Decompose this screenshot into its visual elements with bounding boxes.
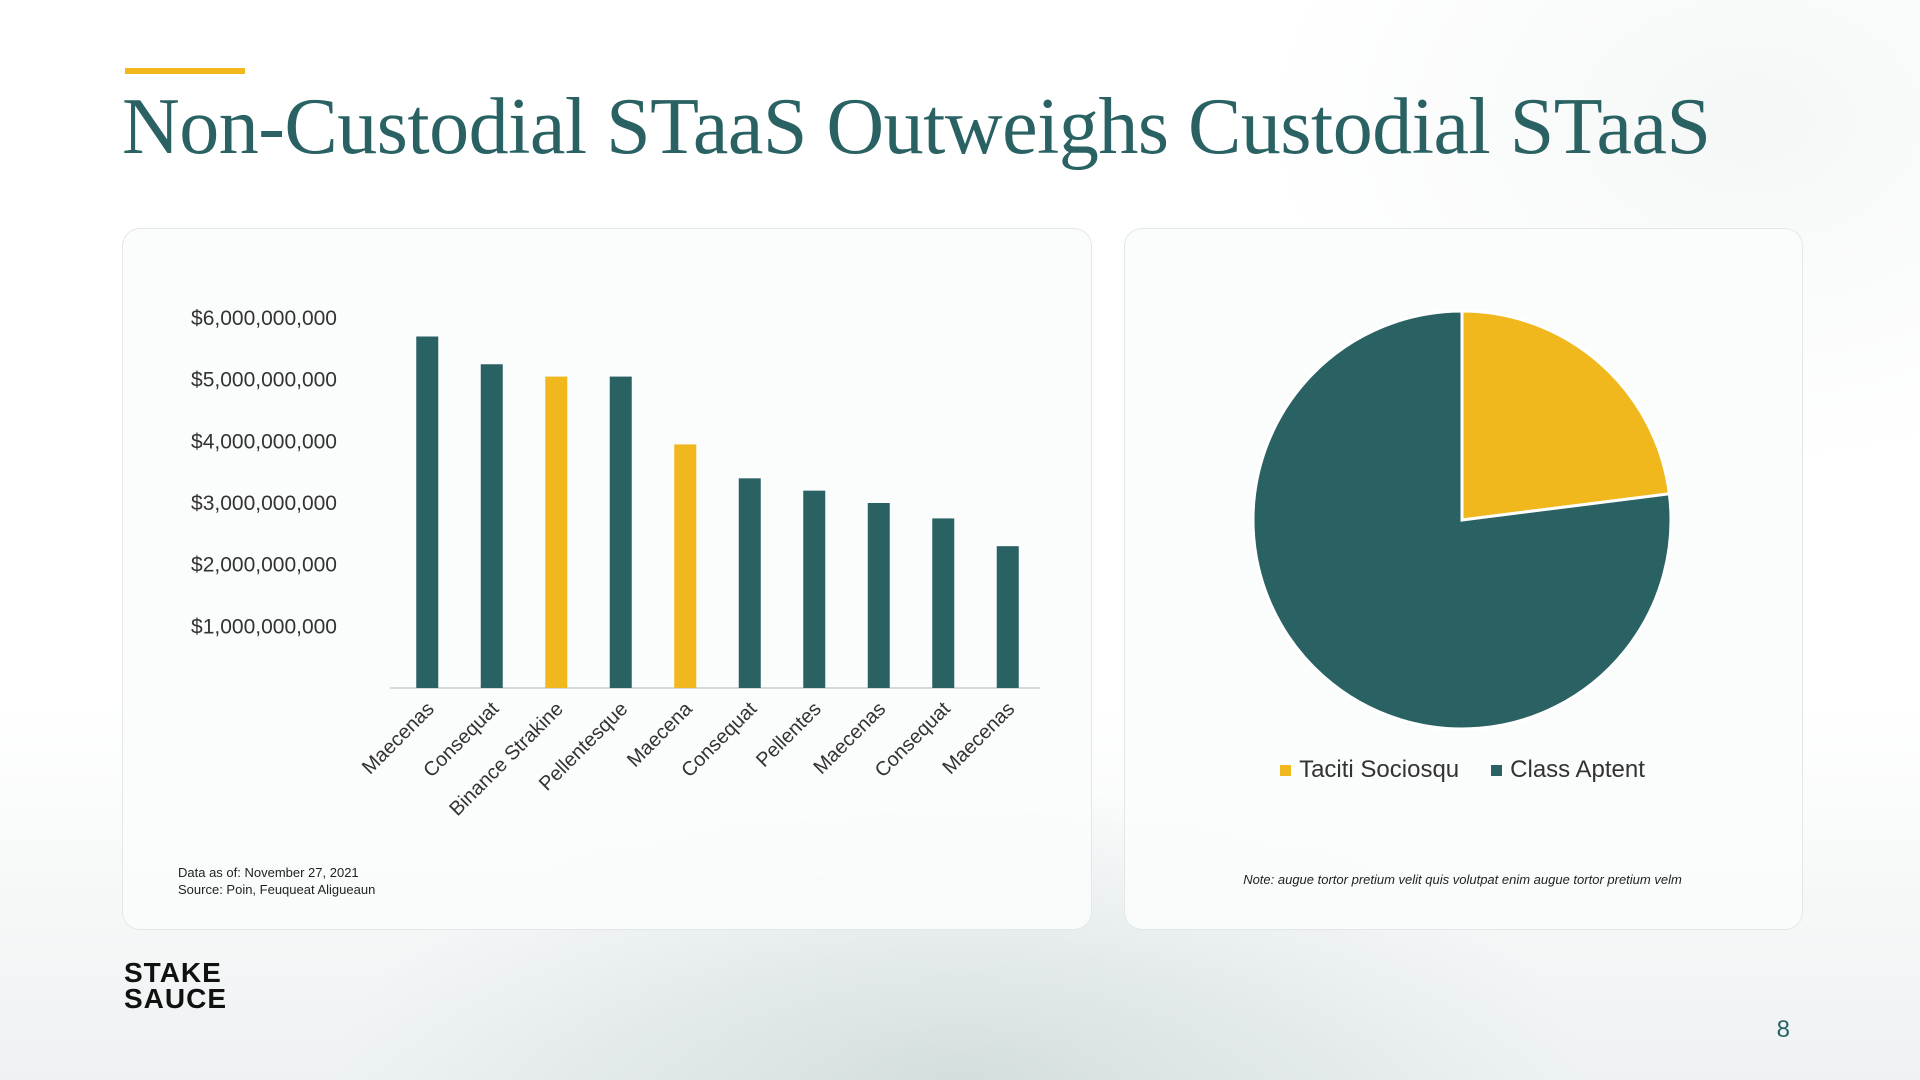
pie-slice (1460, 309, 1672, 522)
pie-slice (1251, 309, 1673, 731)
bar (996, 546, 1019, 688)
bar (803, 490, 826, 688)
pie-note: Note: augue tortor pretium velit quis vo… (1243, 872, 1682, 887)
data-source: Source: Poin, Feuqueat Aligueaun (178, 882, 376, 897)
bar (609, 376, 632, 688)
title-accent-bar (125, 68, 245, 74)
bar-chart-card (122, 228, 1092, 930)
data-date: Data as of: November 27, 2021 (178, 865, 359, 880)
legend-item-0: Taciti Sociosqu (1280, 756, 1459, 784)
legend-label-1: Class Aptent (1510, 756, 1645, 783)
y-tick-label: $6,000,000,000 (191, 307, 337, 330)
logo-line-2: SAUCE (124, 983, 228, 1014)
legend-swatch-0 (1280, 764, 1292, 776)
y-tick-label: $5,000,000,000 (191, 369, 337, 392)
bar (867, 503, 890, 688)
y-tick-label: $1,000,000,000 (191, 615, 337, 638)
legend-label-0: Taciti Sociosqu (1299, 756, 1460, 783)
pie-legend: Taciti Sociosqu Class Aptent (1124, 756, 1801, 784)
bar (480, 364, 503, 688)
data-source-note: Data as of: November 27, 2021 Source: Po… (178, 864, 375, 898)
y-tick-label: $3,000,000,000 (191, 492, 337, 515)
legend-swatch-1 (1491, 764, 1503, 776)
bar (416, 336, 439, 688)
legend-item-1: Class Aptent (1491, 756, 1645, 784)
bar (932, 518, 955, 688)
slide-title: Non-Custodial STaaS Outweighs Custodial … (122, 83, 1711, 171)
y-tick-label: $2,000,000,000 (191, 554, 337, 577)
bar (545, 376, 568, 688)
bar (674, 444, 697, 688)
bar (738, 478, 761, 688)
stake-sauce-logo: STAKE SAUCE (124, 957, 244, 1024)
page-number: 8 (1776, 1016, 1790, 1043)
logo-line-1: STAKE (124, 957, 222, 988)
y-tick-label: $4,000,000,000 (191, 430, 337, 453)
